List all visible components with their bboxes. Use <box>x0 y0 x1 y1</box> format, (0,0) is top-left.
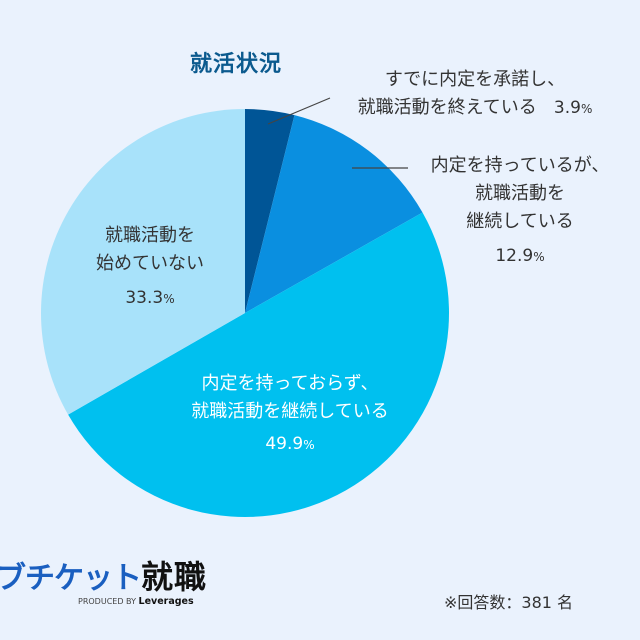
pie-slice-2 <box>245 115 423 313</box>
label-s4: 就職活動を 始めていない 33.3% <box>70 222 230 313</box>
logo-text-dark: 就職 <box>141 558 208 596</box>
label-s2-line1: 内定を持っているが、 <box>430 155 610 176</box>
label-s2-line2: 就職活動を <box>475 183 565 204</box>
label-s4-pct: 33.3 <box>125 288 164 308</box>
label-s3-line1: 内定を持っておらず、 <box>201 373 379 394</box>
pie-slice-4 <box>40 109 245 415</box>
label-s2-pct: 12.9 <box>495 246 534 266</box>
label-s4-line2: 始めていない <box>96 253 204 274</box>
label-s4-line1: 就職活動を <box>105 225 195 246</box>
label-s3-line2: 就職活動を継続している <box>191 401 389 422</box>
brand-logo: ブチケット就職 <box>0 552 207 598</box>
logo-produced-by: PRODUCED BY Leverages <box>78 596 194 607</box>
label-s1: すでに内定を承諾し、 就職活動を終えている 3.9% <box>330 66 620 123</box>
pct-unit: % <box>303 438 315 452</box>
pie-slice-3 <box>68 212 449 517</box>
leader-line-s1 <box>267 97 331 125</box>
label-s3-pct: 49.9 <box>265 434 304 454</box>
brand-name: Leverages <box>138 596 194 607</box>
response-count-note: ※回答数：381 名 <box>444 593 574 612</box>
pct-unit: % <box>533 250 545 264</box>
label-s3: 内定を持っておらず、 就職活動を継続している 49.9% <box>150 370 430 459</box>
pie-slice-1 <box>245 109 295 313</box>
pct-unit: % <box>163 292 175 306</box>
label-s1-line2: 就職活動を終えている <box>357 97 537 118</box>
label-s2-line3: 継続している <box>466 211 574 232</box>
pct-unit: % <box>580 102 593 116</box>
produced-by-text: PRODUCED BY <box>78 597 136 606</box>
label-s1-pct: 3.9 <box>553 98 581 118</box>
chart-title: 就活状況 <box>190 52 283 77</box>
label-s1-line1: すでに内定を承諾し、 <box>384 69 566 90</box>
logo-text-blue: ブチケット <box>0 561 142 596</box>
label-s2: 内定を持っているが、 就職活動を 継続している 12.9% <box>410 152 630 271</box>
